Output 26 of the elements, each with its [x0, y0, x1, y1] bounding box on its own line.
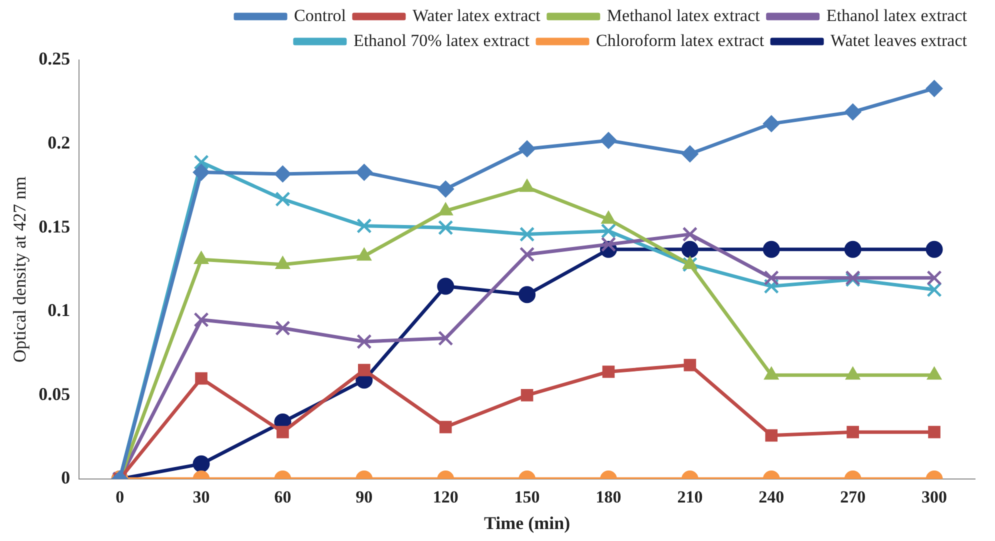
x-tick-label: 0 — [116, 488, 124, 507]
legend-label: Watet leaves extract — [830, 30, 968, 50]
y-tick-label: 0.05 — [38, 384, 70, 404]
y-tick-label: 0 — [61, 468, 70, 488]
legend-label: Chloroform latex extract — [596, 30, 764, 50]
x-tick-label: 30 — [192, 488, 210, 507]
x-tick-label: 90 — [356, 488, 373, 507]
x-tick-label: 210 — [677, 488, 703, 507]
x-tick-label: 270 — [840, 488, 866, 507]
x-tick-label: 60 — [274, 488, 292, 507]
x-tick-label: 300 — [922, 488, 948, 507]
y-tick-label: 0.1 — [48, 300, 70, 320]
y-tick-label: 0.15 — [38, 216, 70, 236]
legend-label: Ethanol latex extract — [826, 6, 968, 25]
x-tick-label: 180 — [596, 488, 622, 507]
legend-label: Ethanol 70% latex extract — [353, 30, 530, 50]
y-tick-label: 0.2 — [48, 132, 70, 152]
legend-label: Methanol latex extract — [606, 6, 760, 25]
y-tick-label: 0.25 — [38, 48, 70, 69]
x-tick-label: 240 — [758, 488, 784, 507]
x-axis-title: Time (min) — [484, 512, 570, 533]
y-axis-title: Optical density at 427 nm — [10, 176, 30, 362]
legend-label: Control — [294, 6, 346, 25]
x-tick-label: 150 — [514, 488, 540, 507]
legend-label: Water latex extract — [412, 6, 541, 25]
x-tick-label: 120 — [432, 488, 458, 507]
